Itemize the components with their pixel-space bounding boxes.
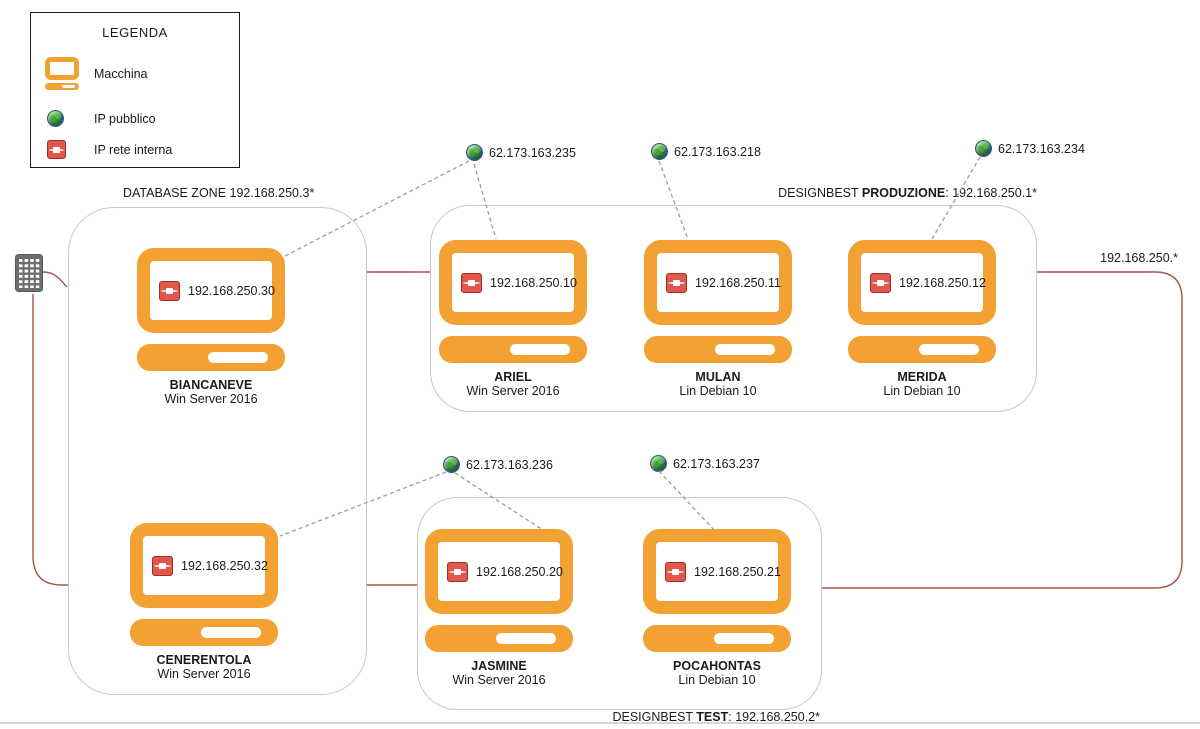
public-ip-label: 62.173.163.237 bbox=[673, 456, 760, 471]
public-ip-node: 62.173.163.235 bbox=[466, 144, 576, 161]
machine-os: Lin Debian 10 bbox=[678, 673, 756, 687]
machine-base bbox=[644, 336, 792, 363]
machine-base bbox=[439, 336, 587, 363]
machine-screen: 192.168.250.20 bbox=[425, 529, 573, 614]
machine-os: Lin Debian 10 bbox=[679, 384, 757, 398]
globe-icon bbox=[651, 143, 668, 160]
globe-icon bbox=[650, 455, 667, 472]
internal-ip-icon bbox=[152, 555, 173, 576]
machine-screen: 192.168.250.12 bbox=[848, 240, 996, 325]
machine-name: CENERENTOLA bbox=[156, 653, 252, 667]
public-ip-label: 62.173.163.234 bbox=[998, 141, 1085, 156]
zone-database-label: DATABASE ZONE 192.168.250.3* bbox=[123, 186, 315, 200]
legend-row-internal-ip: IP rete interna bbox=[45, 140, 233, 159]
machine-node-cenerentola: 192.168.250.32 CENERENTOLA Win Server 20… bbox=[130, 523, 278, 681]
machine-node-mulan: 192.168.250.11 MULAN Lin Debian 10 bbox=[644, 240, 792, 398]
internal-ip-icon bbox=[666, 272, 687, 293]
machine-os: Win Server 2016 bbox=[164, 392, 258, 406]
legend-public-ip-label: IP pubblico bbox=[94, 111, 156, 126]
machine-os: Win Server 2016 bbox=[157, 667, 251, 681]
machine-base bbox=[130, 619, 278, 646]
link-gateway-database-top bbox=[42, 271, 68, 288]
internal-ip-icon bbox=[159, 280, 180, 301]
globe-icon bbox=[466, 144, 483, 161]
public-ip-node: 62.173.163.218 bbox=[651, 143, 761, 160]
machine-node-pocahontas: 192.168.250.21 POCAHONTAS Lin Debian 10 bbox=[643, 529, 791, 687]
legend-title: LEGENDA bbox=[102, 25, 168, 40]
link-gateway-database-bottom bbox=[32, 294, 68, 586]
machine-node-ariel: 192.168.250.10 ARIEL Win Server 2016 bbox=[439, 240, 587, 398]
machine-internal-ip: 192.168.250.32 bbox=[181, 558, 268, 573]
internal-ip-icon bbox=[45, 140, 94, 159]
machine-os: Win Server 2016 bbox=[466, 384, 560, 398]
legend-row-machine: Macchina bbox=[45, 57, 233, 90]
gateway-icon bbox=[15, 254, 43, 292]
internal-network-label: 192.168.250.* bbox=[1100, 251, 1178, 265]
legend-row-public-ip: IP pubblico bbox=[45, 110, 233, 127]
zone-produzione-label-suffix: : 192.168.250.1* bbox=[945, 186, 1037, 200]
machine-node-jasmine: 192.168.250.20 JASMINE Win Server 2016 bbox=[425, 529, 573, 687]
zone-produzione-label-bold: PRODUZIONE bbox=[861, 186, 946, 200]
machine-screen: 192.168.250.32 bbox=[130, 523, 278, 608]
public-ip-label: 62.173.163.235 bbox=[489, 145, 576, 160]
zone-produzione-label: DESIGNBEST PRODUZIONE: 192.168.250.1* bbox=[778, 186, 1037, 200]
machine-internal-ip: 192.168.250.10 bbox=[490, 275, 577, 290]
machine-screen: 192.168.250.30 bbox=[137, 248, 285, 333]
internal-ip-icon bbox=[870, 272, 891, 293]
legend-machine-label: Macchina bbox=[94, 66, 148, 81]
globe-icon bbox=[975, 140, 992, 157]
machine-internal-ip: 192.168.250.30 bbox=[188, 283, 275, 298]
machine-node-merida: 192.168.250.12 MERIDA Lin Debian 10 bbox=[848, 240, 996, 398]
machine-screen: 192.168.250.11 bbox=[644, 240, 792, 325]
machine-name: BIANCANEVE bbox=[169, 378, 253, 392]
public-ip-label: 62.173.163.236 bbox=[466, 457, 553, 472]
machine-name: MULAN bbox=[695, 370, 741, 384]
zone-test-label-bold: TEST bbox=[696, 710, 729, 724]
machine-internal-ip: 192.168.250.12 bbox=[899, 275, 986, 290]
internal-ip-icon bbox=[461, 272, 482, 293]
internal-ip-icon bbox=[447, 561, 468, 582]
zone-test-label-suffix: : 192.168.250.2* bbox=[728, 710, 820, 724]
public-ip-label: 62.173.163.218 bbox=[674, 144, 761, 159]
machine-base bbox=[137, 344, 285, 371]
machine-os: Win Server 2016 bbox=[452, 673, 546, 687]
machine-screen: 192.168.250.10 bbox=[439, 240, 587, 325]
globe-icon bbox=[443, 456, 460, 473]
legend-internal-ip-label: IP rete interna bbox=[94, 142, 173, 157]
legend: LEGENDA Macchina IP pubblico IP rete int… bbox=[30, 12, 240, 168]
zone-test-label: DESIGNBEST TEST: 192.168.250.2* bbox=[612, 710, 820, 724]
machine-icon bbox=[45, 57, 94, 90]
globe-icon bbox=[45, 110, 94, 127]
machine-os: Lin Debian 10 bbox=[883, 384, 961, 398]
machine-internal-ip: 192.168.250.20 bbox=[476, 564, 563, 579]
public-ip-node: 62.173.163.234 bbox=[975, 140, 1085, 157]
machine-node-biancaneve: 192.168.250.30 BIANCANEVE Win Server 201… bbox=[137, 248, 285, 406]
machine-internal-ip: 192.168.250.21 bbox=[694, 564, 781, 579]
machine-name: JASMINE bbox=[471, 659, 527, 673]
machine-name: MERIDA bbox=[897, 370, 947, 384]
machine-base bbox=[643, 625, 791, 652]
page-edge-line bbox=[0, 722, 1200, 724]
public-ip-node: 62.173.163.237 bbox=[650, 455, 760, 472]
machine-internal-ip: 192.168.250.11 bbox=[695, 275, 781, 290]
machine-name: POCAHONTAS bbox=[673, 659, 761, 673]
internal-ip-icon bbox=[665, 561, 686, 582]
machine-base bbox=[848, 336, 996, 363]
zone-test-label-prefix: DESIGNBEST bbox=[612, 710, 697, 724]
machine-screen: 192.168.250.21 bbox=[643, 529, 791, 614]
machine-base bbox=[425, 625, 573, 652]
machine-name: ARIEL bbox=[494, 370, 532, 384]
zone-produzione-label-prefix: DESIGNBEST bbox=[778, 186, 862, 200]
public-ip-node: 62.173.163.236 bbox=[443, 456, 553, 473]
